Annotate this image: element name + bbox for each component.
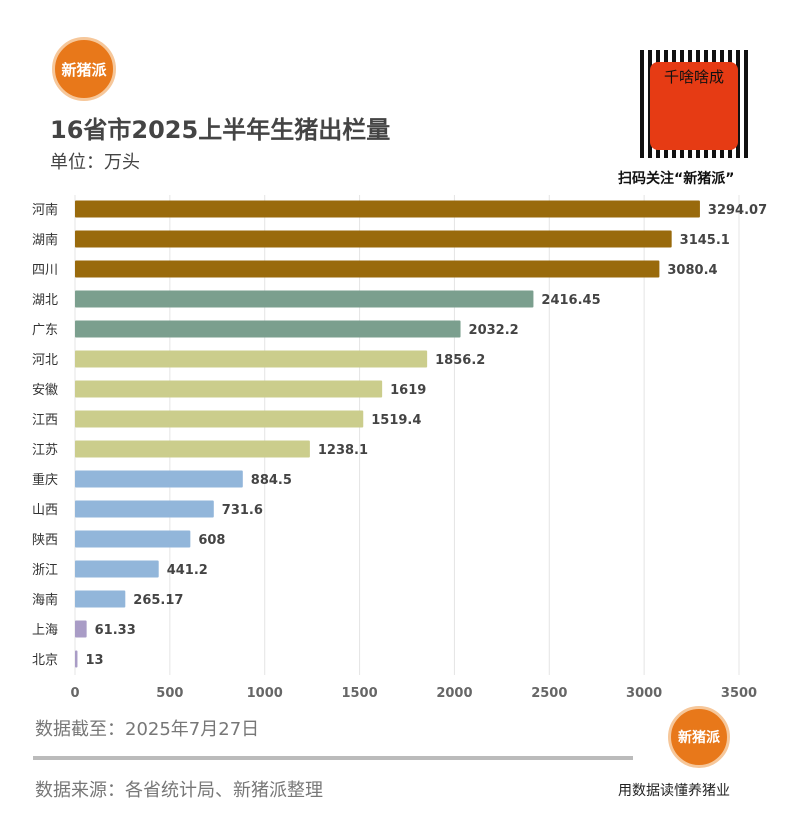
date-note: 数据截至：2025年7月27日 — [35, 719, 260, 740]
data-label: 1519.4 — [371, 413, 421, 428]
bar — [75, 350, 428, 368]
logo-text: 新猪派 — [678, 730, 720, 746]
bar — [75, 620, 87, 638]
bar — [75, 230, 672, 248]
bar — [75, 260, 660, 278]
logo-text: 新猪派 — [61, 60, 107, 79]
category-label: 安徽 — [32, 383, 58, 398]
category-label: 河南 — [32, 202, 58, 218]
bar — [75, 470, 243, 488]
bar — [75, 650, 78, 668]
x-tick-label: 3500 — [721, 686, 757, 701]
brand-logo: 新猪派 — [52, 37, 116, 101]
x-tick-label: 2500 — [531, 686, 567, 701]
data-label: 3080.4 — [667, 263, 717, 278]
data-label: 265.17 — [133, 593, 183, 608]
data-label: 608 — [198, 533, 225, 548]
category-label: 江西 — [32, 413, 58, 428]
category-label: 四川 — [32, 263, 58, 278]
category-label: 广东 — [32, 323, 58, 338]
data-label: 13 — [85, 653, 103, 668]
category-label: 重庆 — [32, 472, 58, 488]
data-label: 731.6 — [222, 503, 263, 518]
bar — [75, 410, 364, 428]
bar — [75, 290, 534, 308]
bar — [75, 590, 126, 608]
x-tick-label: 3000 — [626, 686, 662, 701]
data-label: 1619 — [390, 383, 426, 398]
bar — [75, 530, 191, 548]
bar — [75, 200, 700, 218]
qr-overlay: 千啥啥成 — [650, 62, 738, 150]
x-tick-label: 2000 — [436, 686, 472, 701]
category-label: 湖南 — [32, 232, 58, 248]
category-label: 湖北 — [32, 293, 58, 308]
x-tick-label: 0 — [70, 686, 79, 701]
category-label: 河北 — [32, 353, 58, 368]
source-note: 数据来源：各省统计局、新猪派整理 — [35, 780, 323, 801]
qr-caption: 扫码关注“新猪派” — [618, 171, 735, 187]
x-tick-label: 1500 — [341, 686, 377, 701]
data-label: 1238.1 — [318, 443, 368, 458]
bar — [75, 320, 461, 338]
category-label: 浙江 — [32, 563, 58, 578]
category-label: 上海 — [32, 623, 58, 638]
category-label: 山西 — [32, 503, 58, 518]
data-label: 2032.2 — [469, 323, 519, 338]
category-label: 北京 — [32, 653, 58, 668]
data-label: 1856.2 — [435, 353, 485, 368]
data-label: 441.2 — [167, 563, 208, 578]
category-label: 江苏 — [32, 442, 58, 458]
x-tick-label: 1000 — [247, 686, 283, 701]
bar — [75, 560, 159, 578]
x-tick-label: 500 — [156, 686, 183, 701]
data-label: 3145.1 — [680, 233, 730, 248]
category-label: 海南 — [32, 592, 58, 608]
bar-chart: 0 500 1000 1500 2000 2500 3000 3500 河南 3294.07 湖南 3… — [32, 195, 767, 701]
slogan: 用数据读懂养猪业 — [618, 783, 730, 799]
unit-label: 单位：万头 — [50, 152, 140, 173]
divider — [33, 756, 633, 760]
bar — [75, 440, 310, 458]
category-label: 陕西 — [32, 533, 58, 548]
footer-logo: 新猪派 — [668, 706, 730, 768]
data-label: 61.33 — [95, 623, 136, 638]
bar — [75, 500, 214, 518]
data-label: 2416.45 — [541, 293, 600, 308]
data-label: 884.5 — [251, 473, 292, 488]
bar — [75, 380, 383, 398]
data-label: 3294.07 — [708, 203, 767, 218]
chart-title: 16省市2025上半年生猪出栏量 — [50, 116, 391, 144]
